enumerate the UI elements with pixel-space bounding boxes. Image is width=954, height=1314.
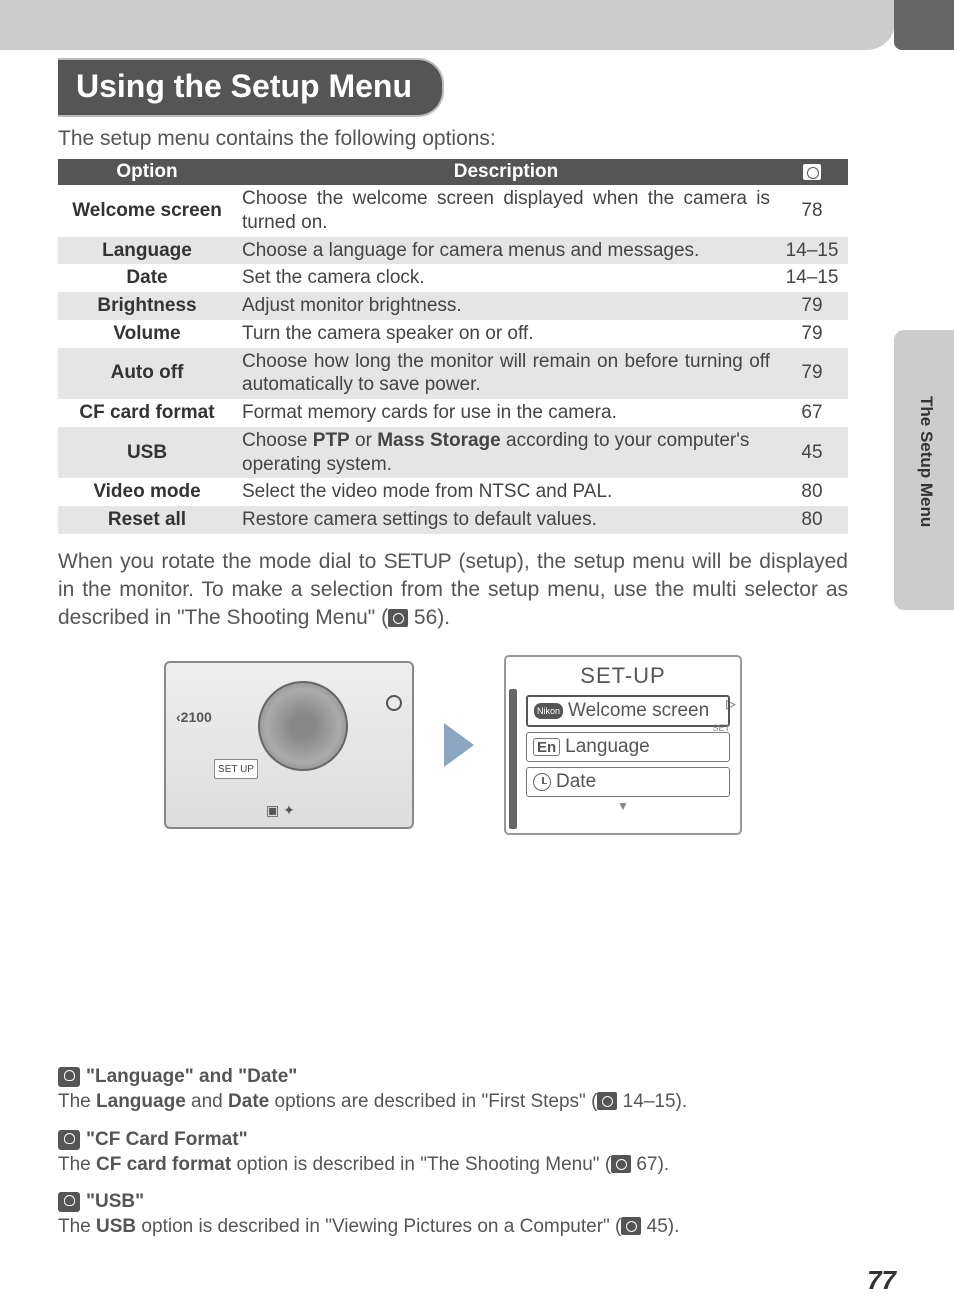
lcd-item-welcome: Nikon Welcome screen SET [526, 695, 730, 727]
table-row: LanguageChoose a language for camera men… [58, 237, 848, 265]
note-title: "CF Card Format" [86, 1129, 248, 1151]
option-name: Reset all [58, 506, 236, 534]
page-ref-icon [597, 1092, 617, 1110]
option-description: Select the video mode from NTSC and PAL. [236, 478, 776, 506]
page-ref-icon [803, 164, 821, 180]
bulb-icon [58, 1130, 80, 1150]
page-title: Using the Setup Menu [58, 58, 444, 117]
option-name: Volume [58, 320, 236, 348]
clock-icon [533, 773, 551, 791]
lang-icon: En [533, 738, 560, 756]
options-table: Option Description Welcome screenChoose … [58, 159, 848, 534]
top-banner [0, 0, 895, 50]
note-title: "Language" and "Date" [86, 1066, 297, 1088]
note-block: "Language" and "Date"The Language and Da… [58, 1066, 848, 1115]
option-page-ref: 14–15 [776, 264, 848, 292]
th-page-icon [776, 159, 848, 185]
lcd-item-label: Welcome screen [568, 700, 709, 722]
lcd-item-date: Date [526, 767, 730, 797]
footnotes: "Language" and "Date"The Language and Da… [58, 1066, 848, 1254]
option-name: Date [58, 264, 236, 292]
page-number: 77 [867, 1265, 896, 1296]
table-row: Auto offChoose how long the monitor will… [58, 348, 848, 400]
option-description: Choose PTP or Mass Storage according to … [236, 427, 776, 479]
table-row: Reset allRestore camera settings to defa… [58, 506, 848, 534]
side-tab-label: The Setup Menu [916, 396, 936, 527]
option-name: Video mode [58, 478, 236, 506]
option-name: USB [58, 427, 236, 479]
figure-row: ‹2100 SET UP ▣ ✦ SET-UP ▹ Nikon Welcome … [58, 655, 848, 835]
option-description: Choose a language for camera menus and m… [236, 237, 776, 265]
option-page-ref: 80 [776, 478, 848, 506]
th-option: Option [58, 159, 236, 185]
option-description: Turn the camera speaker on or off. [236, 320, 776, 348]
page-ref-icon [621, 1217, 641, 1235]
table-row: Welcome screenChoose the welcome screen … [58, 185, 848, 237]
note-body: The USB option is described in "Viewing … [58, 1215, 848, 1240]
th-description: Description [236, 159, 776, 185]
main-content: Using the Setup Menu The setup menu cont… [58, 58, 848, 835]
option-name: Welcome screen [58, 185, 236, 237]
bulb-icon [58, 1192, 80, 1212]
corner-tab [894, 0, 954, 50]
lcd-scrollbar-icon [509, 689, 517, 829]
option-description: Choose the welcome screen displayed when… [236, 185, 776, 237]
option-name: Auto off [58, 348, 236, 400]
option-page-ref: 79 [776, 292, 848, 320]
table-row: VolumeTurn the camera speaker on or off.… [58, 320, 848, 348]
option-page-ref: 45 [776, 427, 848, 479]
bulb-icon [58, 1067, 80, 1087]
body-paragraph: When you rotate the mode dial to SETUP (… [58, 548, 848, 633]
table-row: BrightnessAdjust monitor brightness.79 [58, 292, 848, 320]
camera-illustration: ‹2100 SET UP ▣ ✦ [164, 661, 414, 829]
lcd-item-language: En Language [526, 732, 730, 762]
option-page-ref: 79 [776, 348, 848, 400]
option-description: Adjust monitor brightness. [236, 292, 776, 320]
lcd-title: SET-UP [516, 663, 730, 689]
arrow-icon [444, 723, 474, 767]
option-page-ref: 14–15 [776, 237, 848, 265]
option-name: Brightness [58, 292, 236, 320]
option-description: Choose how long the monitor will remain … [236, 348, 776, 400]
note-title: "USB" [86, 1191, 144, 1213]
option-page-ref: 67 [776, 399, 848, 427]
option-description: Restore camera settings to default value… [236, 506, 776, 534]
note-body: The Language and Date options are descri… [58, 1090, 848, 1115]
note-block: "CF Card Format"The CF card format optio… [58, 1129, 848, 1178]
intro-text: The setup menu contains the following op… [58, 127, 848, 151]
option-page-ref: 78 [776, 185, 848, 237]
option-description: Set the camera clock. [236, 264, 776, 292]
option-page-ref: 80 [776, 506, 848, 534]
page-ref-icon [611, 1155, 631, 1173]
lcd-screen: SET-UP ▹ Nikon Welcome screen SET En Lan… [504, 655, 742, 835]
option-description: Format memory cards for use in the camer… [236, 399, 776, 427]
nikon-badge-icon: Nikon [534, 703, 563, 719]
table-row: CF card formatFormat memory cards for us… [58, 399, 848, 427]
option-name: CF card format [58, 399, 236, 427]
camera-model-label: ‹2100 [176, 709, 212, 725]
table-row: Video modeSelect the video mode from NTS… [58, 478, 848, 506]
lcd-item-label: Language [565, 736, 650, 758]
table-row: USBChoose PTP or Mass Storage according … [58, 427, 848, 479]
option-page-ref: 79 [776, 320, 848, 348]
option-name: Language [58, 237, 236, 265]
camera-bottom-icons: ▣ ✦ [266, 802, 295, 819]
body-ref: 56). [408, 606, 450, 629]
note-block: "USB"The USB option is described in "Vie… [58, 1191, 848, 1240]
mode-dial-icon [258, 681, 348, 771]
body-text-a: When you rotate the mode dial to [58, 550, 384, 573]
lcd-item-label: Date [556, 771, 596, 793]
page-ref-icon [388, 609, 408, 627]
lcd-down-arrow-icon: ▼ [516, 799, 730, 813]
note-body: The CF card format option is described i… [58, 1153, 848, 1178]
setup-word: SETUP [384, 550, 452, 573]
dial-setup-label: SET UP [214, 759, 258, 779]
camera-ring-icon [386, 695, 402, 711]
table-row: DateSet the camera clock.14–15 [58, 264, 848, 292]
